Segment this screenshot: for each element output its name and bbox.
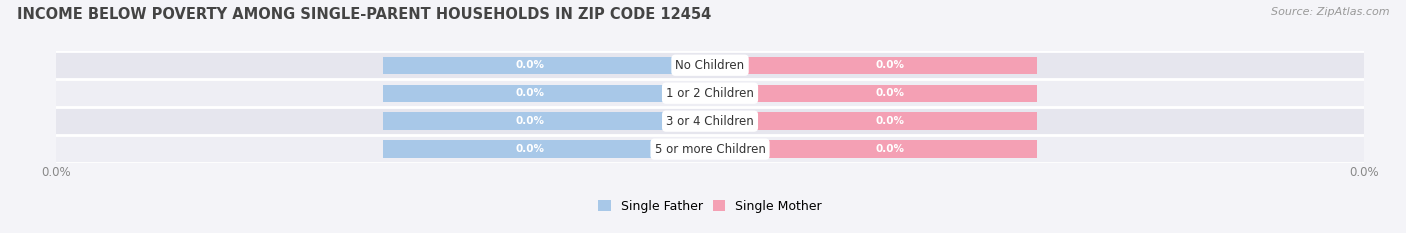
Bar [710, 113, 1038, 130]
Bar [382, 85, 710, 102]
Legend: Single Father, Single Mother: Single Father, Single Mother [596, 197, 824, 215]
Bar [56, 51, 1364, 79]
Bar [382, 113, 710, 130]
Bar [56, 107, 1364, 135]
Text: 0.0%: 0.0% [876, 60, 904, 70]
Bar [56, 79, 1364, 107]
Text: 0.0%: 0.0% [516, 88, 544, 98]
Bar [710, 140, 1038, 158]
Bar [382, 140, 710, 158]
Bar [710, 57, 1038, 74]
Text: INCOME BELOW POVERTY AMONG SINGLE-PARENT HOUSEHOLDS IN ZIP CODE 12454: INCOME BELOW POVERTY AMONG SINGLE-PARENT… [17, 7, 711, 22]
Bar [382, 57, 710, 74]
Text: Source: ZipAtlas.com: Source: ZipAtlas.com [1271, 7, 1389, 17]
Text: 0.0%: 0.0% [516, 116, 544, 126]
Text: 0.0%: 0.0% [516, 60, 544, 70]
Text: 1 or 2 Children: 1 or 2 Children [666, 87, 754, 100]
Text: 0.0%: 0.0% [876, 88, 904, 98]
Text: No Children: No Children [675, 59, 745, 72]
Text: 0.0%: 0.0% [876, 116, 904, 126]
Text: 5 or more Children: 5 or more Children [655, 143, 765, 156]
Bar [710, 85, 1038, 102]
Text: 0.0%: 0.0% [876, 144, 904, 154]
Bar [56, 135, 1364, 163]
Text: 0.0%: 0.0% [516, 144, 544, 154]
Text: 3 or 4 Children: 3 or 4 Children [666, 115, 754, 128]
